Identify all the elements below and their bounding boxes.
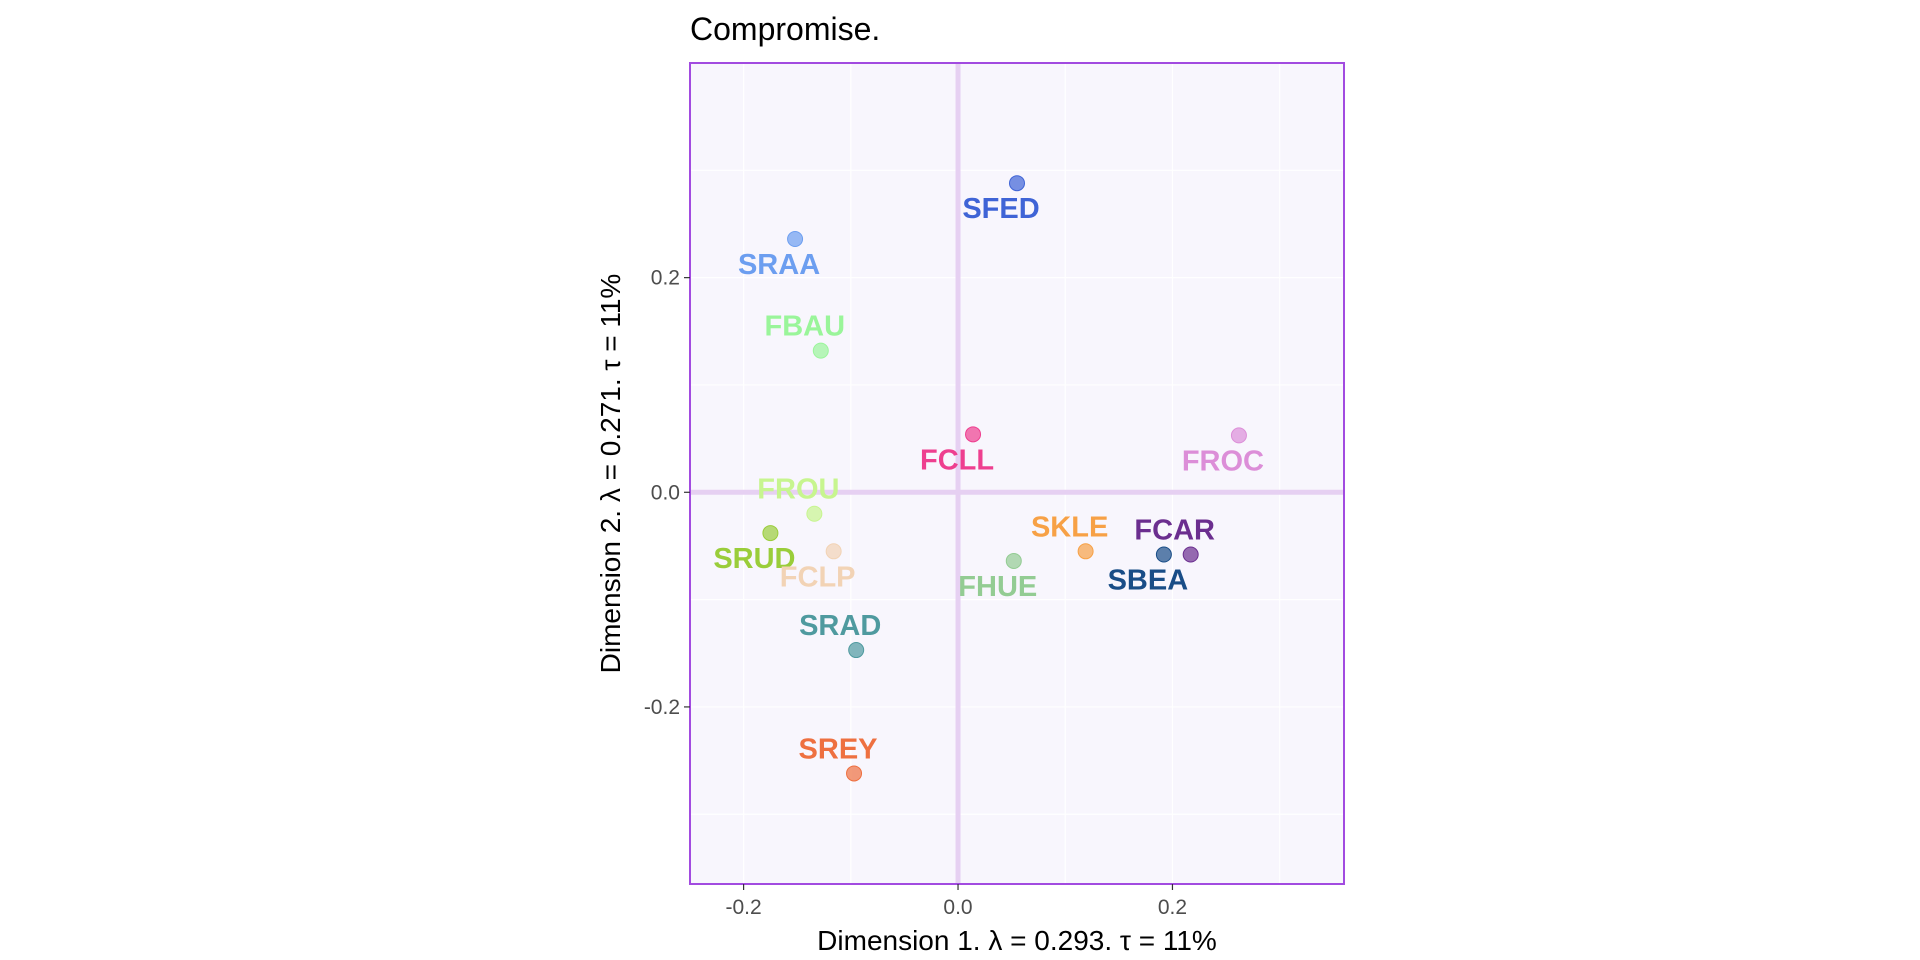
data-point-sbea (1155, 546, 1172, 563)
point-label-fhue: FHUE (958, 571, 1037, 603)
data-point-fbau (812, 342, 829, 359)
y-tick-label: 0.2 (651, 267, 680, 290)
data-point-fhue (1005, 552, 1022, 569)
data-point-srud (762, 525, 779, 542)
y-tick-label: 0.0 (651, 481, 680, 504)
data-point-fclp (825, 543, 842, 560)
point-label-srud: SRUD (713, 543, 795, 575)
data-point-froc (1230, 427, 1247, 444)
data-point-frou (806, 505, 823, 522)
plot-border (689, 62, 1345, 885)
origin-lines (690, 63, 1344, 884)
data-point-fcar (1182, 546, 1199, 563)
x-tick-label: 0.2 (1158, 896, 1187, 919)
data-point-sfed (1009, 175, 1025, 192)
point-label-fcar: FCAR (1134, 515, 1215, 547)
point-label-fcll: FCLL (920, 444, 994, 476)
point-label-froc: FROC (1182, 445, 1264, 477)
data-point-fcll (965, 426, 982, 443)
x-tick-label: -0.2 (726, 896, 762, 919)
x-axis-title: Dimension 1. λ = 0.293. τ = 11% (817, 925, 1217, 956)
data-point-sraa (787, 231, 804, 248)
point-label-srey: SREY (799, 733, 878, 765)
data-points (762, 175, 1247, 782)
chart-title: Compromise. (690, 11, 880, 47)
point-label-sfed: SFED (962, 193, 1039, 225)
point-label-srad: SRAD (799, 610, 881, 642)
y-axis-title: Dimension 2. λ = 0.271. τ = 11% (595, 274, 626, 674)
point-label-skle: SKLE (1031, 511, 1108, 543)
x-axis-ticks: -0.2 0.0 0.2 (726, 884, 1187, 919)
data-point-srey (846, 765, 863, 782)
plot-panel (690, 63, 1344, 884)
point-label-sbea: SBEA (1108, 565, 1189, 597)
y-tick-label: -0.2 (644, 696, 680, 719)
point-label-sraa: SRAA (738, 249, 820, 281)
data-point-srad (848, 642, 865, 659)
x-tick-label: 0.0 (943, 896, 972, 919)
point-label-fbau: FBAU (765, 311, 846, 343)
data-point-skle (1077, 543, 1094, 560)
point-label-fclp: FCLP (780, 561, 856, 593)
point-label-frou: FROU (757, 474, 839, 506)
y-axis-ticks: -0.2 0.0 0.2 (644, 267, 690, 719)
